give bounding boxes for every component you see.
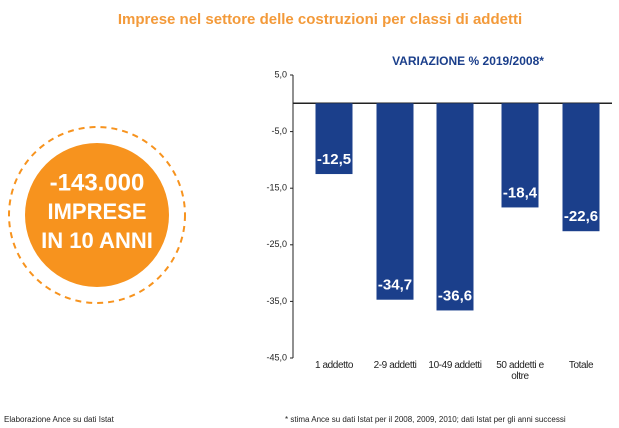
value-label: -22,6 bbox=[564, 208, 598, 225]
badge-text: -143.000 bbox=[50, 169, 145, 196]
bar bbox=[562, 103, 600, 232]
x-tick-label: 2-9 addetti bbox=[373, 360, 417, 371]
x-tick-label: 50 addetti e oltre bbox=[496, 360, 544, 382]
y-tick-label: -35,0 bbox=[266, 296, 287, 306]
value-label: -12,5 bbox=[317, 151, 351, 168]
bar bbox=[376, 103, 414, 300]
badge-text: IN 10 ANNI bbox=[41, 228, 153, 253]
bar bbox=[501, 103, 539, 208]
value-label: -36,6 bbox=[438, 287, 472, 304]
chart-title: Imprese nel settore delle costruzioni pe… bbox=[118, 11, 522, 28]
y-tick-label: -5,0 bbox=[271, 126, 287, 136]
circle-badge bbox=[25, 143, 169, 287]
y-tick-label: -45,0 bbox=[266, 352, 287, 362]
footnote: * stima Ance su dati Istat per il 2008, … bbox=[285, 415, 566, 424]
x-tick-label: Totale bbox=[568, 360, 594, 371]
chart-subtitle: VARIAZIONE % 2019/2008* bbox=[392, 54, 544, 68]
source: Elaborazione Ance su dati Istat bbox=[4, 415, 115, 424]
circle-ring bbox=[8, 126, 186, 304]
x-tick-label: 10-49 addetti bbox=[428, 360, 482, 371]
y-tick-label: 5,0 bbox=[274, 69, 287, 79]
y-tick-label: -15,0 bbox=[266, 183, 287, 193]
bar bbox=[436, 103, 474, 311]
bar bbox=[315, 103, 353, 175]
y-tick-label: -25,0 bbox=[266, 239, 287, 249]
x-tick-label: 1 addetto bbox=[314, 360, 354, 371]
badge-text: IMPRESE bbox=[47, 199, 146, 224]
value-label: -34,7 bbox=[378, 277, 412, 294]
value-label: -18,4 bbox=[503, 184, 538, 201]
